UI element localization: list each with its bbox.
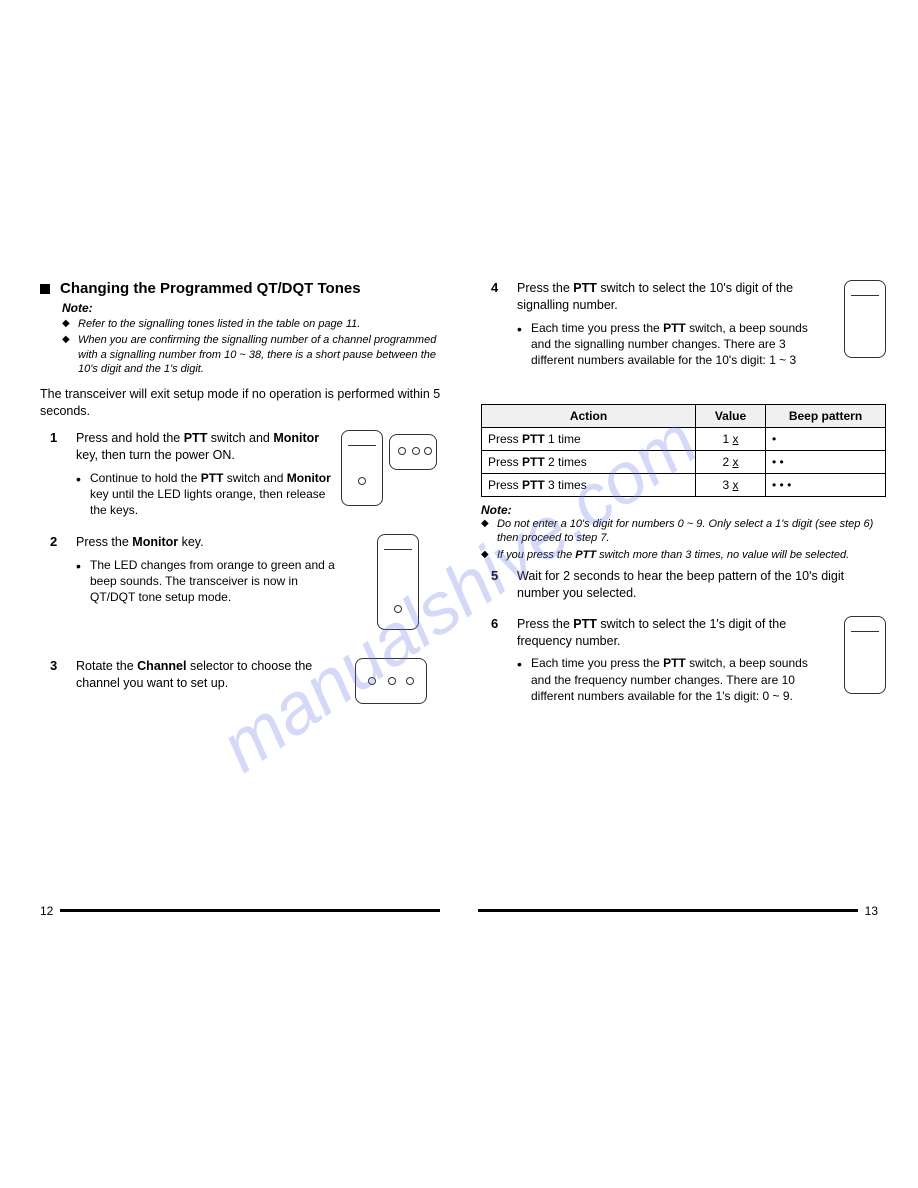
sub-list: Continue to hold the PTT switch and Moni…	[76, 470, 441, 519]
illus-line	[851, 295, 879, 296]
table-cell: Press PTT 1 time	[482, 428, 696, 451]
table-cell: Press PTT 3 times	[482, 474, 696, 497]
note-list: Refer to the signalling tones listed in …	[62, 317, 441, 376]
illus-dot	[424, 447, 432, 455]
page-spread: Changing the Programmed QT/DQT Tones Not…	[0, 0, 918, 1188]
beep-pattern-table: Action Value Beep pattern Press PTT 1 ti…	[481, 404, 886, 497]
steps-list-left: Press and hold the PTT switch and Monito…	[40, 430, 441, 718]
t: PTT	[573, 617, 597, 631]
table-cell: 2 x	[696, 451, 766, 474]
step-text: Press and hold the PTT switch and Monito…	[76, 430, 441, 464]
note-item: Do not enter a 10's digit for numbers 0 …	[481, 517, 886, 546]
t: Each time you press the	[531, 321, 663, 335]
step-item: Press the Monitor key. The LED changes f…	[40, 534, 441, 644]
radio-illustration-icon	[341, 430, 383, 506]
t: Monitor	[287, 471, 331, 485]
left-page: Changing the Programmed QT/DQT Tones Not…	[12, 280, 459, 1188]
page-number-left: 12	[40, 904, 53, 918]
note-block: Note: Do not enter a 10's digit for numb…	[481, 503, 886, 562]
table-header: Action	[482, 405, 696, 428]
t: key until the LED lights orange, then re…	[90, 487, 325, 517]
radio-illustration-icon	[355, 658, 427, 704]
table-row: Press PTT 1 time 1 x •	[482, 428, 886, 451]
table-header: Value	[696, 405, 766, 428]
note-header: Note:	[481, 503, 886, 517]
table-cell: Press PTT 2 times	[482, 451, 696, 474]
t: key.	[178, 535, 203, 549]
illus-dot	[406, 677, 414, 685]
note-item: If you press the PTT switch more than 3 …	[481, 548, 886, 562]
note-list: Do not enter a 10's digit for numbers 0 …	[481, 517, 886, 562]
sub-item: Continue to hold the PTT switch and Moni…	[76, 470, 441, 519]
t: PTT	[201, 471, 224, 485]
square-bullet-icon	[40, 284, 50, 294]
sub-item: Each time you press the PTT switch, a be…	[517, 320, 886, 369]
sub-list: Each time you press the PTT switch, a be…	[517, 655, 886, 704]
table-header: Beep pattern	[766, 405, 886, 428]
table-cell: 3 x	[696, 474, 766, 497]
table-row: Press PTT 3 times 3 x • • •	[482, 474, 886, 497]
t: Press the	[517, 617, 573, 631]
t: switch and	[223, 471, 286, 485]
illus-dot	[398, 447, 406, 455]
table-cell: •	[766, 428, 886, 451]
sub-list: Each time you press the PTT switch, a be…	[517, 320, 886, 369]
steps-list-right: Press the PTT switch to select the 10's …	[481, 280, 886, 390]
page-rule	[60, 909, 440, 912]
t: Each time you press the	[531, 656, 663, 670]
right-page: Press the PTT switch to select the 10's …	[459, 280, 906, 1188]
note-item: Refer to the signalling tones listed in …	[62, 317, 441, 331]
step-text: Wait for 2 seconds to hear the beep patt…	[517, 568, 886, 602]
steps-list-right-2: Wait for 2 seconds to hear the beep patt…	[481, 568, 886, 726]
section-title-row: Changing the Programmed QT/DQT Tones	[40, 280, 441, 297]
t: Monitor	[132, 535, 178, 549]
note-item: When you are confirming the signalling n…	[62, 333, 441, 376]
table-row: Press PTT 2 times 2 x • •	[482, 451, 886, 474]
section-title: Changing the Programmed QT/DQT Tones	[60, 280, 361, 297]
table-cell: 1 x	[696, 428, 766, 451]
page-container: manualshive.com Changing the Programmed …	[0, 0, 918, 1188]
t: PTT	[663, 656, 686, 670]
radio-illustration-icon	[389, 434, 437, 470]
body-text: The transceiver will exit setup mode if …	[40, 386, 441, 420]
radio-illustration-icon	[844, 280, 886, 358]
t: key, then turn the power ON.	[76, 448, 235, 462]
table-cell: • • •	[766, 474, 886, 497]
illus-dot	[394, 605, 402, 613]
step-item: Wait for 2 seconds to hear the beep patt…	[481, 568, 886, 602]
step-item: Press and hold the PTT switch and Monito…	[40, 430, 441, 520]
t: Rotate the	[76, 659, 137, 673]
illus-dot	[412, 447, 420, 455]
t: Press the	[517, 281, 573, 295]
t: Continue to hold the	[90, 471, 201, 485]
t: Press and hold the	[76, 431, 184, 445]
t: Press the	[76, 535, 132, 549]
t: PTT	[184, 431, 208, 445]
radio-illustration-icon	[377, 534, 419, 630]
illus-line	[384, 549, 412, 550]
t: Channel	[137, 659, 186, 673]
sub-item: Each time you press the PTT switch, a be…	[517, 655, 886, 704]
page-number-right: 13	[865, 904, 878, 918]
radio-illustration-icon	[844, 616, 886, 694]
step-text: Press the PTT switch to select the 1's d…	[517, 616, 886, 650]
t: switch and	[207, 431, 273, 445]
step-item: Press the PTT switch to select the 10's …	[481, 280, 886, 390]
table-header-row: Action Value Beep pattern	[482, 405, 886, 428]
illus-dot	[388, 677, 396, 685]
illus-dot	[368, 677, 376, 685]
step-item: Rotate the Channel selector to choose th…	[40, 658, 441, 718]
illus-line	[348, 445, 376, 446]
illus-dot	[358, 477, 366, 485]
table-cell: • •	[766, 451, 886, 474]
t: Monitor	[273, 431, 319, 445]
page-rule	[478, 909, 858, 912]
t: PTT	[663, 321, 686, 335]
note-header: Note:	[62, 301, 441, 315]
step-item: Press the PTT switch to select the 1's d…	[481, 616, 886, 726]
step-text: Press the PTT switch to select the 10's …	[517, 280, 886, 314]
illus-line	[851, 631, 879, 632]
t: PTT	[573, 281, 597, 295]
